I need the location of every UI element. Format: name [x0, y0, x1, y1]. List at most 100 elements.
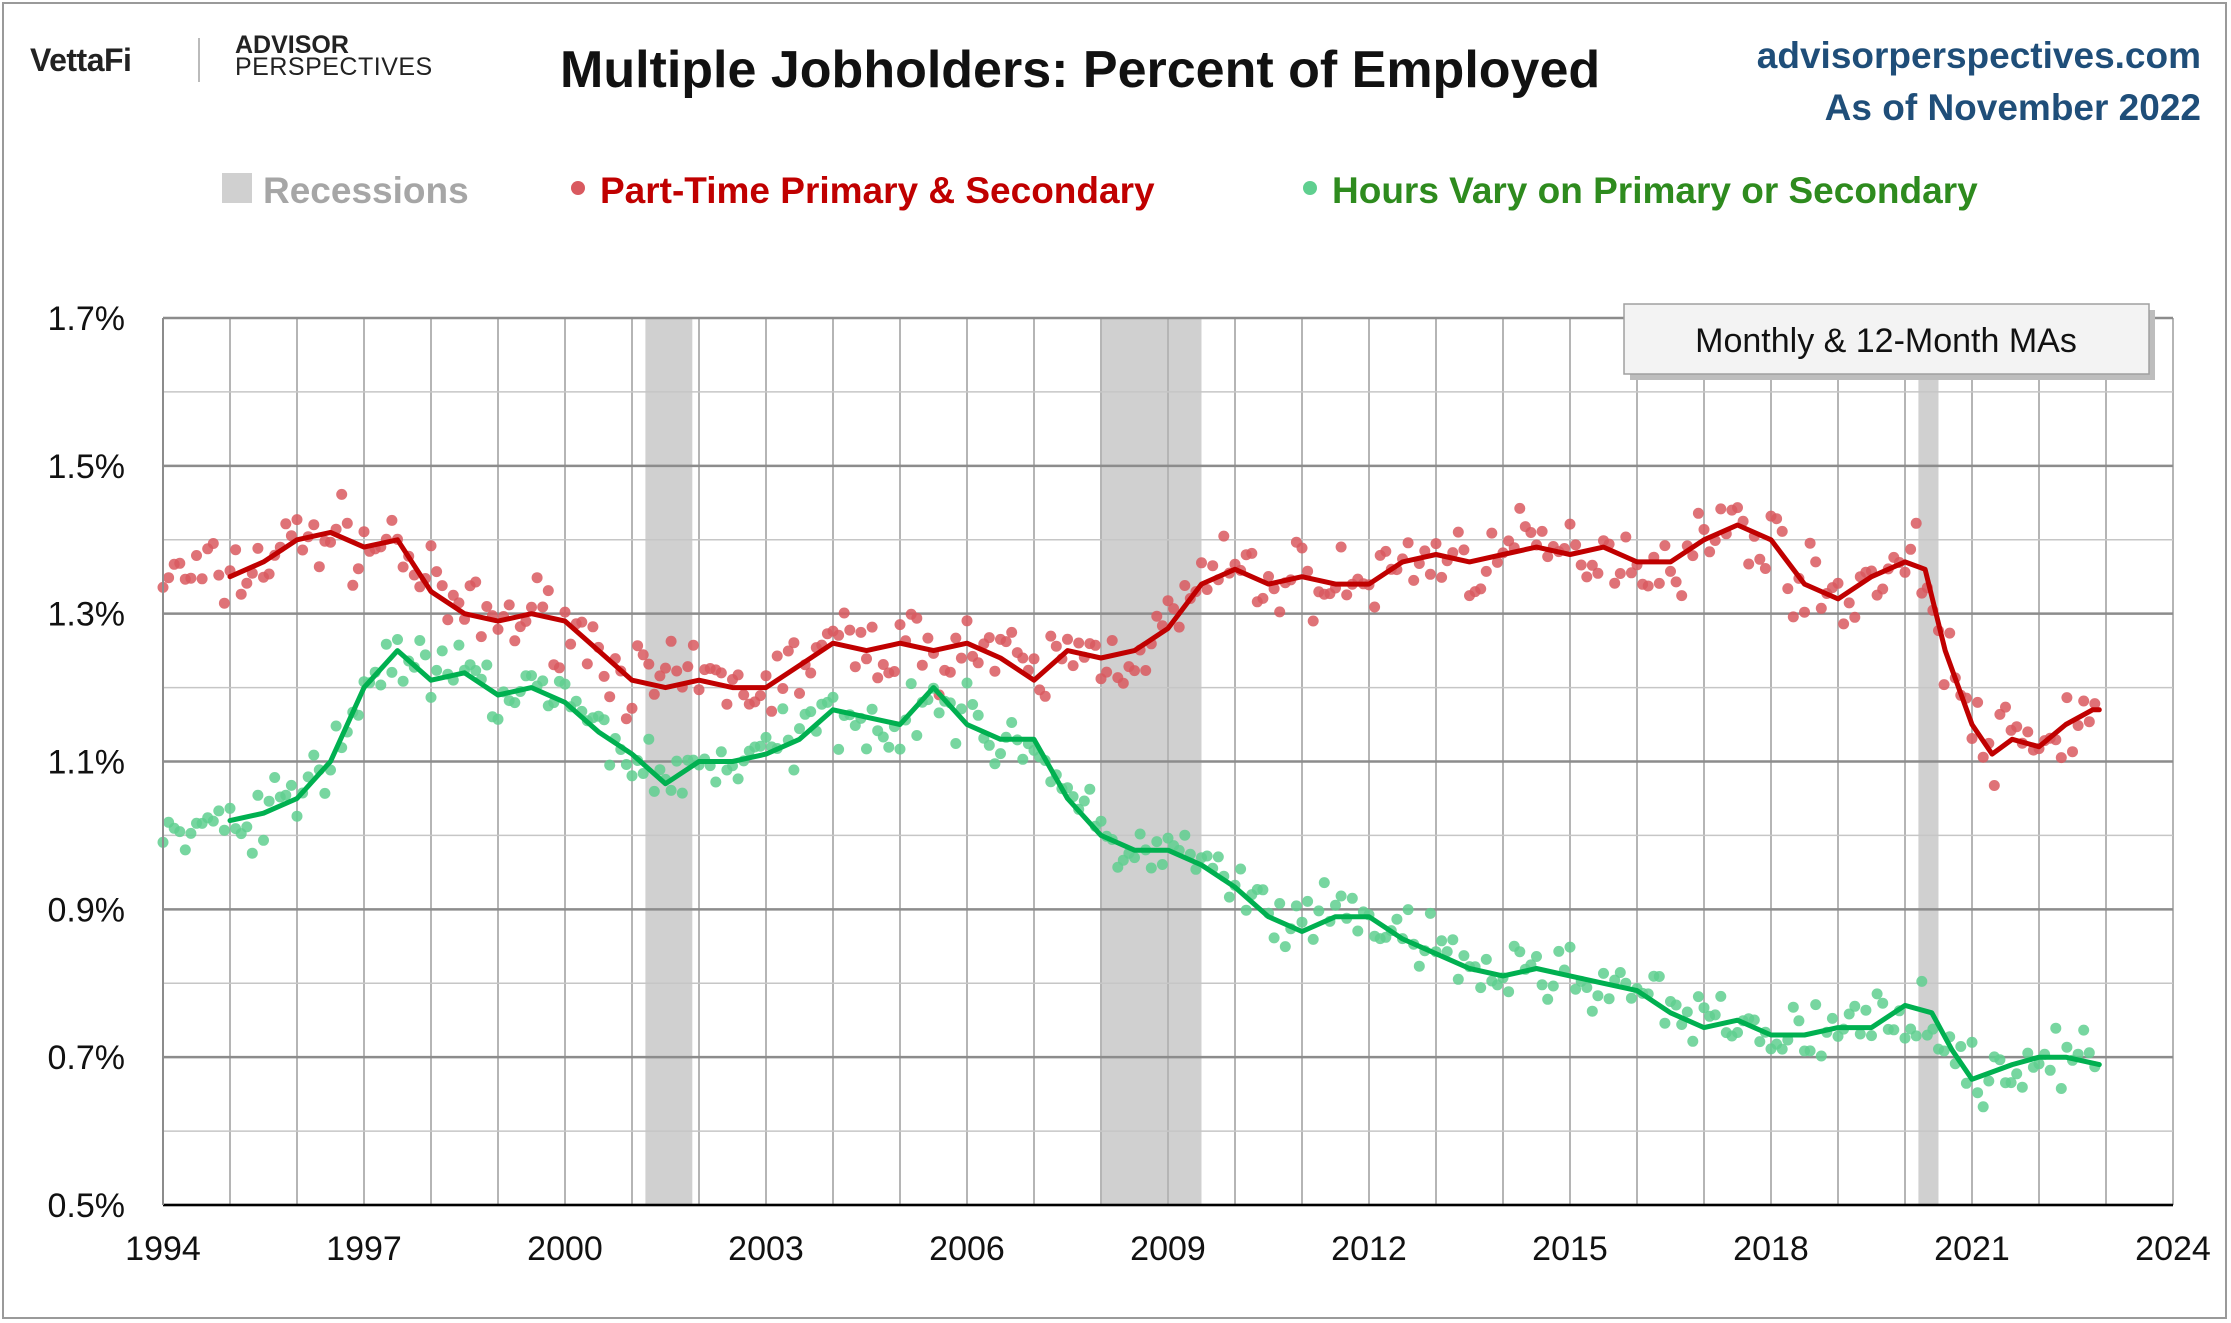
monthly-point	[263, 795, 275, 807]
monthly-point	[2005, 1077, 2017, 1089]
monthly-point	[1302, 565, 1314, 577]
monthly-point	[386, 514, 398, 526]
monthly-point	[1983, 1075, 1995, 1087]
monthly-point	[1910, 1030, 1922, 1042]
monthly-point	[894, 743, 906, 755]
y-tick-label: 0.5%	[48, 1187, 126, 1225]
monthly-point	[537, 601, 549, 613]
monthly-point	[1570, 983, 1582, 995]
x-tick-label: 2009	[1130, 1230, 1206, 1268]
monthly-point	[961, 615, 973, 627]
monthly-point	[174, 826, 186, 838]
monthly-point	[453, 639, 465, 651]
monthly-point	[503, 599, 515, 611]
monthly-point	[308, 749, 320, 761]
monthly-point	[1704, 546, 1716, 558]
monthly-point	[431, 664, 443, 676]
monthly-point	[1899, 1032, 1911, 1044]
monthly-point	[1391, 913, 1403, 925]
logo-divider	[198, 38, 200, 82]
monthly-point	[1709, 1009, 1721, 1021]
monthly-point	[1257, 884, 1269, 896]
monthly-point	[1692, 991, 1704, 1003]
monthly-point	[325, 536, 336, 548]
monthly-point	[1698, 1002, 1710, 1014]
monthly-point	[1402, 904, 1414, 916]
monthly-point	[241, 821, 253, 833]
monthly-point	[687, 639, 699, 651]
x-tick-label: 2024	[2135, 1230, 2211, 1268]
monthly-point	[838, 607, 850, 619]
monthly-point	[604, 759, 616, 771]
monthly-point	[911, 730, 923, 741]
monthly-point	[1804, 1045, 1816, 1057]
monthly-point	[794, 723, 805, 735]
monthly-point	[660, 662, 671, 674]
monthly-point	[336, 488, 348, 500]
monthly-point	[191, 550, 202, 561]
monthly-point	[1179, 829, 1191, 841]
monthly-point	[955, 652, 967, 664]
monthly-point	[1972, 1087, 1984, 1099]
monthly-point	[1346, 892, 1358, 904]
monthly-point	[827, 691, 839, 703]
monthly-point	[1854, 1028, 1866, 1040]
monthly-point	[1793, 1015, 1805, 1027]
monthly-point	[1620, 531, 1632, 543]
monthly-point	[1977, 751, 1989, 763]
monthly-point	[1676, 1019, 1688, 1030]
monthly-point	[1614, 967, 1626, 978]
monthly-point	[1067, 660, 1079, 672]
logo-primary: VettaFi	[30, 42, 132, 78]
monthly-point	[1531, 951, 1542, 962]
monthly-point	[1006, 626, 1018, 638]
monthly-point	[1330, 899, 1341, 911]
note-box-background	[1623, 303, 2150, 375]
monthly-point	[492, 623, 504, 635]
monthly-point	[983, 632, 995, 644]
monthly-point	[794, 687, 805, 699]
monthly-point	[1748, 1014, 1760, 1026]
monthly-point	[738, 689, 750, 701]
monthly-point	[967, 699, 979, 710]
source-block: advisorperspectives.com As of November 2…	[1757, 30, 2201, 134]
monthly-point	[2011, 1068, 2023, 1080]
monthly-point	[581, 658, 593, 670]
monthly-point	[436, 645, 448, 657]
monthly-point	[230, 544, 242, 556]
monthly-point	[715, 667, 727, 679]
monthly-point	[414, 635, 426, 646]
monthly-point	[447, 589, 459, 601]
monthly-point	[1173, 621, 1185, 633]
monthly-point	[1670, 576, 1682, 588]
monthly-point	[1190, 863, 1202, 875]
monthly-point	[671, 665, 683, 677]
monthly-point	[1413, 960, 1425, 972]
x-tick-label: 2012	[1331, 1230, 1407, 1268]
gridlines	[162, 316, 2174, 1207]
monthly-point	[1966, 733, 1978, 744]
monthly-point	[1307, 615, 1319, 627]
monthly-point	[665, 784, 677, 796]
monthly-point	[1274, 898, 1286, 909]
x-tick-label: 2003	[728, 1230, 804, 1268]
monthly-point	[1547, 980, 1559, 992]
axes: 1994 1997 2000 2003 2006 2009 2012 2015 2018 2021…	[48, 300, 2211, 1268]
monthly-point	[1564, 518, 1576, 530]
monthly-point	[989, 665, 1001, 677]
monthly-point	[2055, 1083, 2067, 1094]
monthly-point	[771, 650, 783, 662]
monthly-point	[386, 666, 398, 678]
monthly-point	[760, 731, 772, 743]
monthly-point	[1424, 568, 1436, 580]
monthly-point	[1838, 618, 1850, 630]
monthly-point	[1804, 537, 1816, 549]
monthly-point	[1408, 574, 1420, 586]
y-tick-label: 1.7%	[48, 300, 126, 338]
monthly-point	[1810, 999, 1822, 1011]
monthly-point	[883, 741, 895, 753]
monthly-point	[2083, 716, 2095, 728]
monthly-point	[1156, 859, 1168, 870]
monthly-point	[754, 740, 766, 752]
monthly-point	[1240, 904, 1252, 916]
